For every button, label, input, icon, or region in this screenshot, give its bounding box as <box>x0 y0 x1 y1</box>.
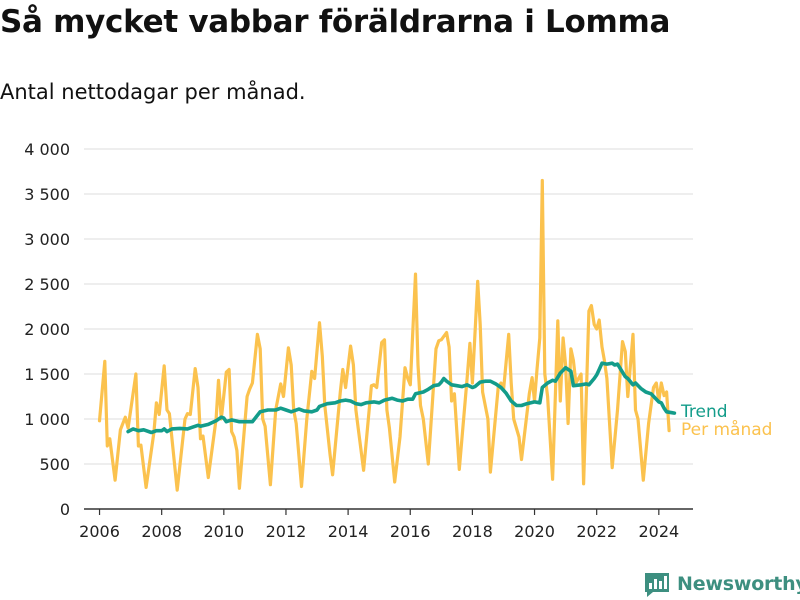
newsworthy-chart-icon <box>645 573 669 597</box>
series-label-trend: Trend <box>680 402 728 422</box>
series-line-trend <box>126 361 677 435</box>
y-tick-label: 4 000 <box>24 140 70 159</box>
y-tick-label: 1 500 <box>24 365 70 384</box>
page-subtitle: Antal nettodagar per månad. <box>0 80 306 104</box>
page-title: Så mycket vabbar föräldrarna i Lomma <box>0 4 671 40</box>
x-tick-label: 2010 <box>203 522 244 541</box>
y-tick-label: 0 <box>60 500 70 519</box>
newsworthy-logo: Newsworthy <box>644 568 800 600</box>
y-tick-label: 3 000 <box>24 230 70 249</box>
brand-name: Newsworthy <box>677 573 800 595</box>
x-tick-label: 2024 <box>638 522 679 541</box>
series-label-per-manad: Per månad <box>681 419 772 440</box>
x-axis-ticks: 2006 2008 2010 2012 2014 2016 2018 2020 2022 2024 <box>79 508 693 541</box>
y-tick-label: 3 500 <box>24 185 70 204</box>
grid-lines <box>84 148 693 465</box>
x-tick-label: 2006 <box>79 522 120 541</box>
y-tick-label: 1 000 <box>24 410 70 429</box>
x-tick-label: 2020 <box>514 522 555 541</box>
y-tick-label: 500 <box>39 455 70 474</box>
x-tick-label: 2012 <box>266 522 307 541</box>
series-lines <box>97 178 677 492</box>
x-tick-label: 2018 <box>452 522 493 541</box>
series-line-per-manad <box>97 178 671 492</box>
x-tick-label: 2008 <box>141 522 182 541</box>
x-tick-label: 2016 <box>390 522 431 541</box>
y-tick-label: 2 500 <box>24 275 70 294</box>
x-tick-label: 2014 <box>328 522 369 541</box>
x-tick-label: 2022 <box>576 522 617 541</box>
y-tick-label: 2 000 <box>24 320 70 339</box>
y-axis-ticks: 0 500 1 000 1 500 2 000 2 500 3 000 3 500 4 000 <box>24 140 70 519</box>
